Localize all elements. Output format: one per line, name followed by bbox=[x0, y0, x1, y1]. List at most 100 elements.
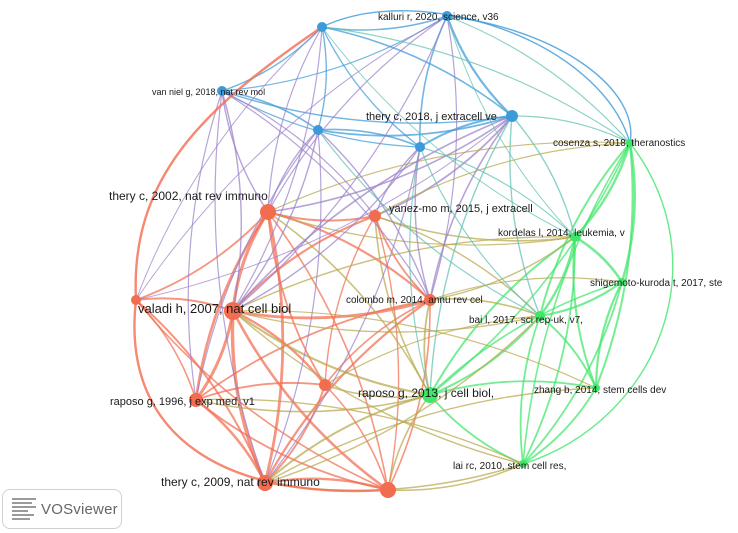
outer-link-1 bbox=[134, 26, 323, 301]
node-thery2009[interactable] bbox=[257, 475, 273, 491]
node-raposo2013[interactable] bbox=[422, 387, 438, 403]
link-vanniel-valadi bbox=[221, 90, 242, 312]
link-thery2009-colombo bbox=[263, 298, 432, 485]
link-blue_u3-thery2009 bbox=[264, 146, 421, 484]
node-cosenza[interactable] bbox=[626, 139, 634, 147]
link-thery2009-red_u2 bbox=[264, 384, 326, 484]
node-shigemoto[interactable] bbox=[618, 278, 626, 286]
node-label-colombo: colombo m, 2014, annu rev cel bbox=[346, 295, 483, 306]
link-thery2009-raposo2013 bbox=[264, 394, 431, 484]
node-label-thery2002: thery c, 2002, nat rev immuno bbox=[109, 189, 268, 203]
node-kalluri[interactable] bbox=[442, 11, 452, 21]
node-label-valadi: valadi h, 2007, nat cell biol bbox=[138, 301, 291, 316]
link-thery2018-bai bbox=[509, 115, 541, 317]
link-kordelas-bai bbox=[538, 235, 577, 318]
link-raposo2013-zhang bbox=[429, 380, 597, 396]
link-blue_u1-blue_u2 bbox=[317, 26, 328, 131]
link-thery2018-blue_u2 bbox=[317, 115, 513, 137]
link-yanez-cosenza bbox=[374, 142, 631, 217]
link-raposo1996-lai bbox=[195, 398, 524, 465]
node-label-zhang: zhang b, 2014, stem cells dev bbox=[534, 385, 666, 396]
link-raposo2013-shigemoto bbox=[429, 281, 623, 396]
link-red_u1-blue_u1 bbox=[135, 26, 323, 301]
node-label-thery2018: thery c, 2018, j extracell ve bbox=[366, 111, 497, 123]
node-label-lai: lai rc, 2010, stem cell res, bbox=[453, 461, 566, 472]
link-thery2002-red_u2 bbox=[267, 211, 326, 386]
link-thery2002-red_u3 bbox=[267, 211, 389, 491]
node-label-raposo2013: raposo g, 2013, j cell biol, bbox=[358, 386, 494, 400]
link-thery2018-blue_u1 bbox=[321, 26, 513, 117]
node-lai[interactable] bbox=[519, 460, 527, 468]
link-valadi-zhang bbox=[232, 310, 597, 389]
link-thery2018-colombo bbox=[429, 115, 513, 301]
node-label-kordelas: kordelas l, 2014, leukemia, v bbox=[498, 228, 625, 239]
link-yanez-raposo2013 bbox=[374, 215, 431, 396]
node-label-thery2009: thery c, 2009, nat rev immuno bbox=[161, 475, 320, 489]
link-kalluri-vanniel bbox=[221, 15, 448, 92]
link-valadi-raposo2013 bbox=[231, 309, 432, 397]
node-blue_u2[interactable] bbox=[313, 125, 323, 135]
node-label-kalluri: kalluri r, 2020, science, v36 bbox=[378, 12, 499, 23]
link-valadi-red_u3 bbox=[231, 309, 390, 492]
link-valadi-lai bbox=[232, 310, 524, 465]
link-cosenza-bai bbox=[539, 142, 631, 317]
link-kalluri-thery2018 bbox=[445, 14, 514, 118]
link-blue_u3-bai bbox=[419, 146, 541, 317]
link-thery2002-yanez bbox=[267, 211, 376, 222]
link-bai-zhang bbox=[539, 315, 597, 389]
link-vanniel-thery2002 bbox=[221, 90, 269, 213]
link-colombo-shigemoto bbox=[429, 277, 623, 301]
link-kalluri-blue_u3 bbox=[419, 15, 448, 148]
link-thery2009-bai bbox=[264, 315, 541, 484]
node-thery2018[interactable] bbox=[506, 110, 518, 122]
link-raposo1996-red_u3 bbox=[195, 399, 389, 491]
node-blue_u3[interactable] bbox=[415, 142, 425, 152]
node-bai[interactable] bbox=[535, 311, 545, 321]
network-nodes bbox=[131, 11, 634, 498]
node-red_u3[interactable] bbox=[380, 482, 396, 498]
node-blue_u1[interactable] bbox=[317, 22, 327, 32]
node-label-vanniel: van niel g, 2018, nat rev mol bbox=[152, 87, 265, 97]
link-raposo1996-colombo bbox=[195, 299, 431, 401]
link-kordelas-lai bbox=[522, 236, 576, 465]
link-blue_u2-thery2009 bbox=[264, 129, 322, 484]
node-colombo[interactable] bbox=[424, 294, 436, 306]
node-zhang[interactable] bbox=[592, 384, 600, 392]
link-thery2018-kordelas bbox=[511, 115, 576, 238]
node-yanez[interactable] bbox=[369, 210, 381, 222]
outer-link-0 bbox=[133, 299, 389, 493]
node-vanniel[interactable] bbox=[217, 86, 227, 96]
node-red_u1[interactable] bbox=[131, 295, 141, 305]
link-blue_u1-thery2002 bbox=[267, 26, 323, 213]
link-blue_u2-bai bbox=[317, 129, 541, 317]
node-valadi[interactable] bbox=[224, 302, 242, 320]
outer-link-3 bbox=[522, 142, 674, 465]
link-thery2018-valadi bbox=[232, 115, 513, 312]
node-kordelas[interactable] bbox=[570, 232, 580, 242]
vosviewer-logo-text: VOSviewer bbox=[41, 500, 118, 518]
link-raposo1996-raposo2013 bbox=[195, 394, 431, 413]
node-thery2002[interactable] bbox=[260, 204, 276, 220]
link-red_u3-raposo2013 bbox=[387, 394, 431, 491]
link-raposo2013-lai bbox=[429, 394, 524, 465]
node-red_u2[interactable] bbox=[319, 379, 331, 391]
node-raposo1996[interactable] bbox=[189, 393, 203, 407]
link-blue_u2-valadi bbox=[232, 129, 319, 312]
link-kordelas-zhang bbox=[572, 236, 597, 389]
link-kalluri-red_u1 bbox=[135, 15, 448, 301]
link-kalluri-kordelas bbox=[446, 15, 576, 238]
link-red_u3-lai bbox=[387, 463, 524, 492]
link-blue_u1-kordelas bbox=[321, 26, 576, 238]
link-yanez-red_u3 bbox=[374, 215, 400, 491]
link-kordelas-shigemoto bbox=[573, 235, 624, 284]
link-valadi-raposo1996 bbox=[194, 309, 235, 402]
link-bai-lai bbox=[519, 315, 541, 465]
node-label-raposo1996: raposo g, 1996, j exp med, v1 bbox=[110, 396, 255, 408]
link-thery2002-kordelas bbox=[267, 211, 576, 246]
link-valadi-bai bbox=[232, 310, 541, 333]
node-label-bai: bai l, 2017, sci rep-uk, v7, bbox=[469, 315, 583, 326]
link-blue_u2-thery2002 bbox=[267, 129, 319, 213]
outer-link-4 bbox=[446, 15, 632, 144]
link-thery2018-thery2002 bbox=[267, 115, 513, 213]
